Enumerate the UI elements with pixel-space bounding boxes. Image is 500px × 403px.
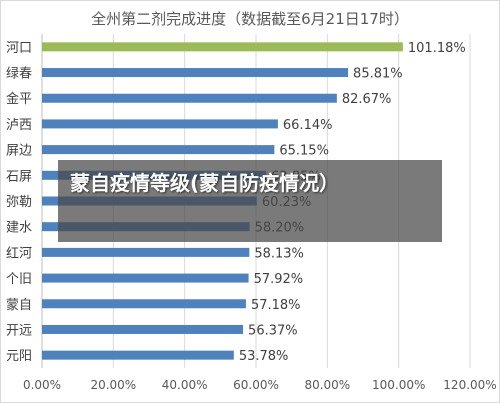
category-label: 泸西 (6, 118, 32, 133)
bar (42, 119, 278, 129)
value-label: 82.67% (342, 92, 392, 107)
bar (42, 324, 244, 334)
category-label: 红河 (6, 245, 32, 261)
value-label: 58.13% (254, 246, 304, 261)
x-tick-label: 80.00% (304, 378, 350, 392)
bar (42, 247, 250, 257)
bar (42, 350, 234, 360)
bar (42, 273, 249, 283)
bar (42, 42, 403, 52)
bar (42, 93, 337, 103)
value-label: 65.15% (279, 144, 329, 159)
category-label: 河口 (6, 41, 32, 56)
category-label: 元阳 (6, 349, 32, 364)
category-label: 蒙自 (6, 298, 32, 313)
x-tick-label: 100.00% (372, 378, 425, 392)
value-label: 57.92% (254, 272, 304, 287)
x-tick-label: 20.00% (90, 378, 136, 392)
caption-text: 蒙自疫情等级(蒙自防疫情况） (70, 171, 340, 195)
value-label: 53.78% (239, 349, 289, 364)
bar (42, 299, 246, 309)
category-label: 金平 (6, 91, 32, 107)
value-label: 56.37% (248, 323, 298, 338)
x-tick-label: 60.00% (233, 378, 279, 392)
value-label: 66.14% (283, 118, 333, 133)
bar (42, 68, 349, 78)
category-label: 个旧 (6, 272, 32, 287)
caption-overlay: 蒙自疫情等级(蒙自防疫情况） (58, 160, 442, 242)
chart-title: 全州第二剂完成进度（数据截至6月21日17时） (91, 10, 409, 28)
value-label: 101.18% (408, 41, 466, 56)
x-tick-label: 120.00% (443, 378, 496, 392)
category-label: 建水 (6, 221, 32, 236)
value-label: 85.81% (353, 67, 403, 82)
category-label: 弥勒 (6, 194, 32, 210)
category-label: 石屏 (6, 169, 32, 184)
x-tick-label: 40.00% (162, 378, 208, 392)
category-label: 绿春 (6, 67, 32, 82)
category-label: 开远 (6, 323, 32, 338)
value-label: 57.18% (251, 298, 301, 313)
bar (42, 145, 275, 155)
category-label: 屏边 (6, 144, 32, 159)
x-tick-label: 0.00% (23, 378, 61, 392)
